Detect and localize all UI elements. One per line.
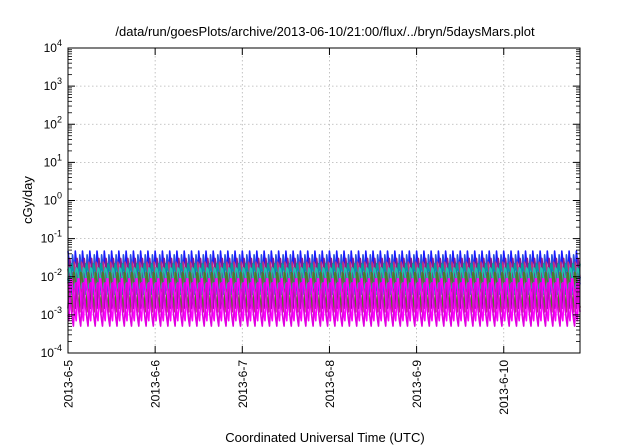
x-tick-label: 2013-6-6 xyxy=(149,360,163,408)
y-tick-label: 10-4 xyxy=(41,343,62,360)
series-layer xyxy=(67,250,581,327)
y-tick-label: 10-2 xyxy=(41,267,62,284)
y-tick-label: 102 xyxy=(44,114,62,131)
y-tick-label: 10-3 xyxy=(41,305,62,322)
y-tick-label: 104 xyxy=(44,38,62,55)
x-axis-label: Coordinated Universal Time (UTC) xyxy=(225,430,424,445)
x-tick-label: 2013-6-9 xyxy=(410,360,424,408)
x-tick-label: 2013-6-5 xyxy=(62,360,76,408)
x-tick-label: 2013-6-10 xyxy=(497,360,511,415)
series-line xyxy=(67,281,581,327)
y-axis-label: cGy/day xyxy=(20,176,35,224)
y-tick-label: 100 xyxy=(44,191,62,208)
y-tick-labels: 10-4 10-3 10-2 10-1 100 101 102 103 104 xyxy=(41,38,62,360)
y-tick-label: 103 xyxy=(44,76,62,93)
axis-ticks xyxy=(67,47,580,354)
series-line xyxy=(67,277,580,322)
x-tick-label: 2013-6-7 xyxy=(236,360,250,408)
x-tick-labels: 2013-6-5 2013-6-6 2013-6-7 2013-6-8 2013-6-9… xyxy=(62,360,512,415)
x-tick-label: 2013-6-8 xyxy=(323,360,337,408)
y-tick-label: 10-1 xyxy=(41,229,62,246)
y-tick-label: 101 xyxy=(44,152,62,169)
chart-title: /data/run/goesPlots/archive/2013-06-10/2… xyxy=(115,24,535,39)
